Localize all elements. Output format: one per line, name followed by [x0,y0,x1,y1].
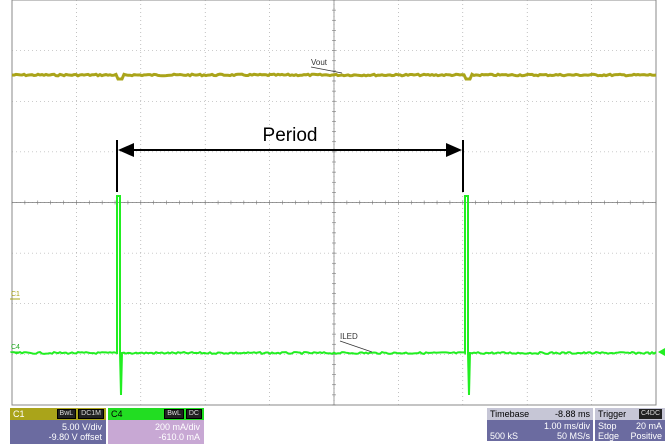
iled-label: ILED [340,332,358,341]
vout-label-leader [310,66,343,74]
vout-label: Vout [311,58,328,67]
c4-panel[interactable]: C4 BwL DC 200 mA/div -610.0 mA [108,408,204,444]
trigger-panel[interactable]: Trigger C4DC Stop 20 mA Edge Positive [595,408,665,441]
c1-coupling-tag: DC1M [78,409,104,419]
trigger-header: Trigger C4DC [595,408,665,420]
period-arrow-right-head [446,143,462,157]
trigger-level-marker [658,348,665,356]
c1-panel[interactable]: C1 BwL DC1M 5.00 V/div -9.80 V offset [10,408,106,444]
timebase-panel[interactable]: Timebase -8.88 ms 1.00 ms/div 500 kS 50 … [487,408,593,441]
trigger-mode: Stop [598,421,617,431]
c4-marker: C4 [11,344,20,351]
timebase-sample-row: 500 kS 50 MS/s [487,431,593,441]
c1-panel-body: 5.00 V/div -9.80 V offset [10,420,106,444]
c1-bw-tag: BwL [56,409,77,419]
c1-marker: C1 [11,291,20,298]
trigger-label: Trigger [598,409,627,419]
c1-panel-header: C1 BwL DC1M [10,408,106,420]
timebase-value: -8.88 ms [554,409,590,419]
c4-panel-body: 200 mA/div -610.0 mA [108,420,204,444]
c4-adiv: 200 mA/div [154,422,200,432]
c4-coupling-tag: DC [185,409,202,419]
period-arrow-left-head [118,143,134,157]
period-label: Period [263,125,318,146]
trigger-mode-row: Stop 20 mA [595,420,665,431]
timebase-div: 1.00 ms/div [543,421,590,431]
timebase-div-row: 1.00 ms/div [487,420,593,431]
trigger-type-row: Edge Positive [595,431,665,441]
c1-offset: -9.80 V offset [48,432,102,442]
c1-vdiv: 5.00 V/div [61,422,102,432]
timebase-header: Timebase -8.88 ms [487,408,593,420]
iled-label-leader [339,340,373,353]
trigger-source-tag: C4DC [638,409,662,419]
trigger-slope: Positive [630,431,662,441]
c4-panel-label: C4 [111,409,123,419]
vout-trace [11,72,657,81]
c4-offset: -610.0 mA [158,432,200,442]
c4-bw-tag: BwL [164,409,184,419]
c4-panel-header: C4 BwL DC [108,408,204,420]
trigger-type: Edge [598,431,620,441]
trigger-level: 20 mA [635,421,662,431]
timebase-label: Timebase [490,409,530,419]
timebase-rate: 50 MS/s [556,431,590,441]
c1-panel-label: C1 [13,409,25,419]
timebase-samples: 500 kS [490,431,519,441]
iled-trace [11,195,657,396]
